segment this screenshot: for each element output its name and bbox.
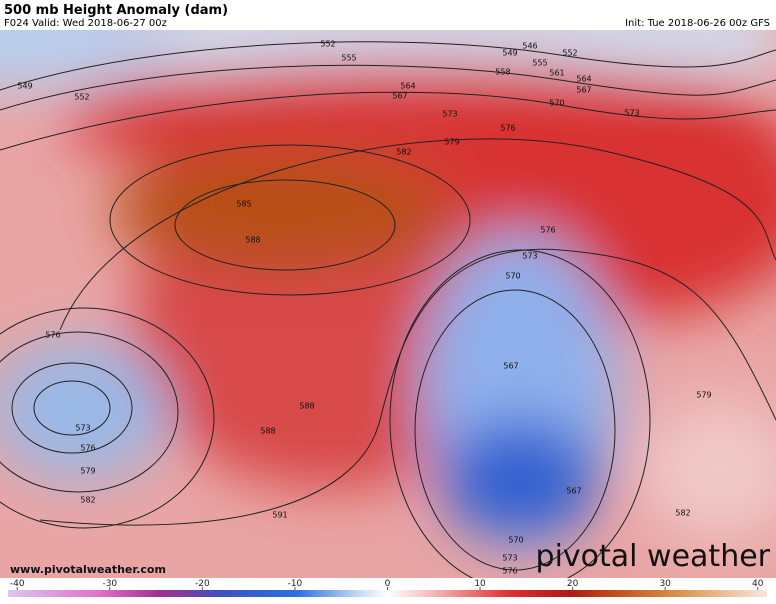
contour-label: 576 [502,567,517,576]
contour-label: 567 [503,362,518,371]
colorbar-ticks: -40 -30 -20 -10 0 10 20 30 40 [10,579,764,590]
colorbar-tick-label: -40 [10,579,25,589]
contour-label: 552 [74,93,89,102]
title: 500 mb Height Anomaly (dam) [4,3,228,18]
contour-label: 573 [522,252,537,261]
colorbar-tick-label: -30 [102,579,117,589]
contour-label: 582 [80,496,95,505]
colorbar-tick-label: 40 [752,579,764,589]
contour-label: 570 [505,272,520,281]
contour-label: 579 [80,467,95,476]
contour-label: 570 [508,536,523,545]
contour-label: 555 [341,54,356,63]
contour-label: 588 [299,402,314,411]
colorbar-tick-label: 10 [474,579,486,589]
contour-label: 576 [540,226,555,235]
contour-label: 582 [675,509,690,518]
colorbar-tick-label: 30 [659,579,671,589]
colorbar-tick-label: 20 [567,579,579,589]
contour-label: 567 [566,487,581,496]
contour-label: 570 [549,99,564,108]
contour-label: 564 [400,82,415,91]
contour-label: 576 [80,444,95,453]
colorbar-tick-label: -20 [195,579,210,589]
contour-label: 588 [260,427,275,436]
colorbar [8,590,767,597]
logo: pivotal weather [536,539,771,574]
map [0,0,776,591]
contour-label: 573 [502,554,517,563]
colorbar-tick-label: 0 [385,579,391,589]
contour-label: 573 [442,110,457,119]
contour-label: 555 [532,59,547,68]
contour-label: 567 [576,86,591,95]
website: www.pivotalweather.com [10,563,166,576]
contour-label: 573 [624,109,639,118]
contour-label: 546 [522,42,537,51]
contour-label: 579 [444,138,459,147]
contour-label: 582 [396,148,411,157]
contour-label: 576 [500,124,515,133]
contour-label: 549 [502,49,517,58]
contour-label: 552 [320,40,335,49]
contour-label: 591 [272,511,287,520]
contour-label: 576 [45,331,60,340]
contour-label: 567 [392,92,407,101]
init-time: Init: Tue 2018-06-26 00z GFS [625,18,770,29]
contour-label: 579 [696,391,711,400]
contour-label: 552 [562,49,577,58]
colorbar-tick-label: -10 [288,579,303,589]
contour-label: 558 [495,68,510,77]
contour-label: 561 [549,69,564,78]
contour-label: 549 [17,82,32,91]
contour-label: 585 [236,200,251,209]
valid-time: F024 Valid: Wed 2018-06-27 00z [4,18,167,29]
contour-label: 573 [75,424,90,433]
contour-label: 564 [576,75,591,84]
contour-label: 588 [245,236,260,245]
header-bar [0,0,776,30]
